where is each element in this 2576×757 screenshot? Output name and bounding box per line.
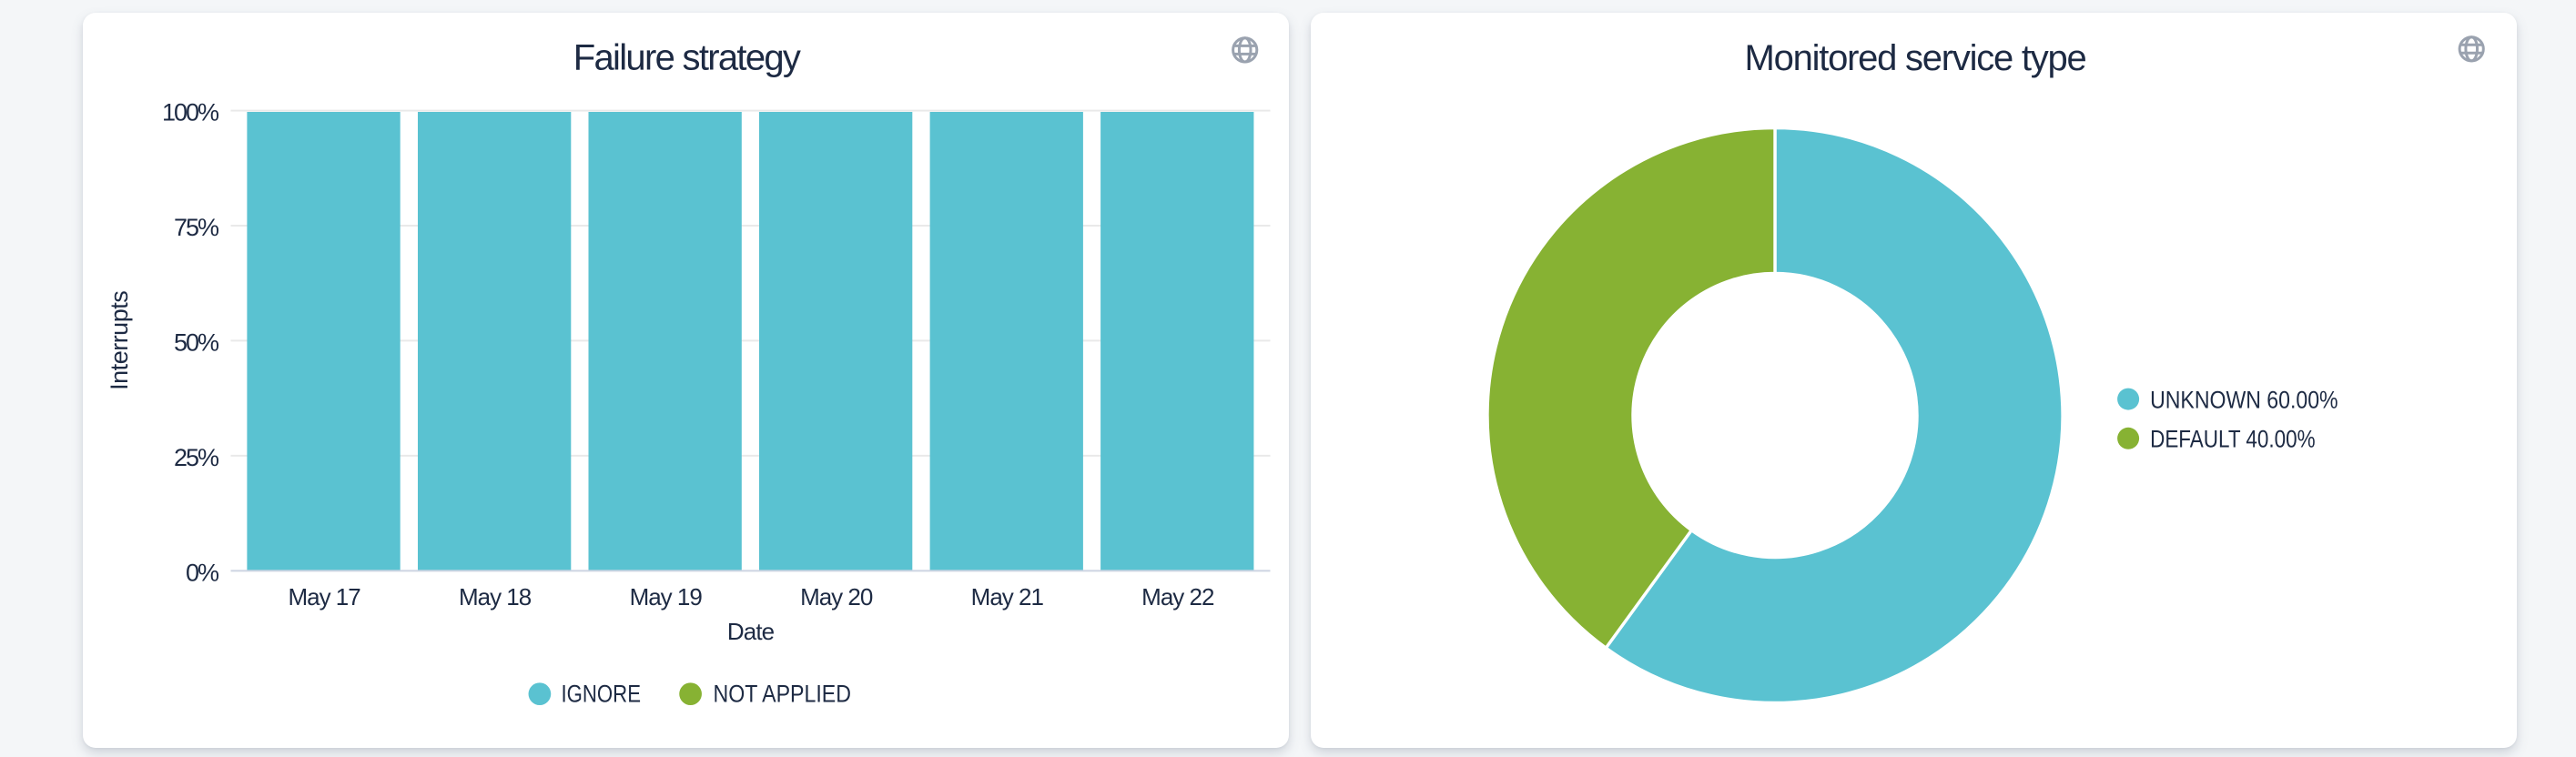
svg-text:May 21: May 21 [971,583,1044,611]
svg-text:May 20: May 20 [800,583,873,611]
svg-text:75%: 75% [174,214,219,241]
svg-text:0%: 0% [186,559,219,586]
svg-text:NOT APPLIED: NOT APPLIED [714,681,852,708]
svg-text:May 19: May 19 [630,583,703,611]
svg-text:Failure strategy: Failure strategy [573,38,801,78]
svg-text:IGNORE: IGNORE [562,681,642,708]
svg-text:May 18: May 18 [459,583,532,611]
svg-text:DEFAULT 40.00%: DEFAULT 40.00% [2150,426,2316,453]
svg-text:May 17: May 17 [288,583,360,611]
svg-text:May 22: May 22 [1141,583,1214,611]
svg-text:Monitored service type: Monitored service type [1745,38,2086,78]
svg-text:25%: 25% [174,444,219,471]
svg-text:UNKNOWN 60.00%: UNKNOWN 60.00% [2150,386,2338,413]
svg-text:Interrupts: Interrupts [106,291,133,390]
svg-text:100%: 100% [162,99,219,126]
svg-text:Date: Date [727,618,775,645]
svg-text:50%: 50% [174,328,219,356]
